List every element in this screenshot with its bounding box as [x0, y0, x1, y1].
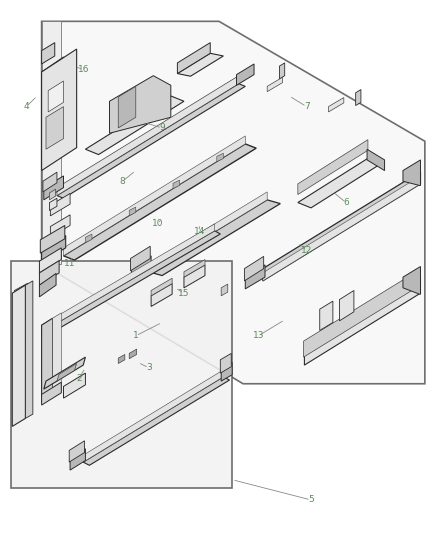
Text: 11: 11	[64, 260, 76, 268]
Polygon shape	[221, 362, 232, 381]
Polygon shape	[42, 21, 61, 264]
Polygon shape	[244, 256, 264, 281]
Polygon shape	[129, 349, 137, 359]
Polygon shape	[177, 43, 210, 74]
Polygon shape	[42, 231, 220, 335]
Polygon shape	[110, 76, 171, 133]
Polygon shape	[184, 260, 205, 277]
Text: 2: 2	[76, 374, 81, 383]
Polygon shape	[42, 318, 53, 402]
Polygon shape	[237, 64, 254, 85]
Polygon shape	[403, 160, 420, 185]
Polygon shape	[42, 382, 61, 405]
Polygon shape	[57, 76, 239, 196]
Text: 3: 3	[146, 364, 152, 372]
Polygon shape	[320, 301, 333, 330]
Polygon shape	[64, 136, 245, 256]
Polygon shape	[40, 225, 65, 253]
Polygon shape	[69, 441, 85, 462]
Polygon shape	[12, 285, 25, 426]
Polygon shape	[42, 43, 55, 64]
Polygon shape	[83, 377, 230, 465]
Polygon shape	[25, 281, 33, 418]
Polygon shape	[39, 273, 56, 297]
Polygon shape	[149, 192, 267, 272]
Polygon shape	[46, 107, 64, 149]
Polygon shape	[70, 449, 85, 470]
Text: 10: 10	[152, 220, 163, 228]
Text: 6: 6	[343, 198, 349, 207]
Polygon shape	[43, 172, 57, 192]
Polygon shape	[39, 248, 61, 273]
Polygon shape	[118, 86, 136, 128]
Polygon shape	[50, 215, 70, 237]
Polygon shape	[184, 265, 205, 288]
Polygon shape	[42, 57, 68, 77]
Polygon shape	[367, 149, 385, 171]
Polygon shape	[403, 266, 420, 294]
Text: 14: 14	[194, 228, 205, 236]
Polygon shape	[304, 277, 420, 365]
Polygon shape	[298, 158, 381, 208]
Polygon shape	[339, 290, 354, 321]
Polygon shape	[304, 269, 420, 357]
Text: 13: 13	[253, 332, 264, 340]
Text: 8: 8	[120, 177, 126, 185]
Polygon shape	[64, 144, 256, 260]
Polygon shape	[14, 284, 28, 304]
Polygon shape	[49, 198, 57, 211]
Polygon shape	[44, 176, 64, 200]
Polygon shape	[11, 261, 232, 488]
Polygon shape	[279, 63, 285, 79]
Polygon shape	[85, 234, 92, 243]
Polygon shape	[57, 84, 245, 198]
Polygon shape	[42, 49, 77, 171]
Polygon shape	[131, 246, 150, 271]
Polygon shape	[263, 172, 420, 281]
Text: 1: 1	[133, 332, 139, 340]
Text: 16: 16	[78, 65, 89, 74]
Polygon shape	[177, 53, 223, 76]
Polygon shape	[118, 354, 125, 364]
Text: 15: 15	[178, 289, 190, 297]
Polygon shape	[263, 176, 420, 281]
Polygon shape	[42, 236, 66, 262]
Polygon shape	[49, 189, 56, 200]
Polygon shape	[151, 278, 172, 296]
Text: 9: 9	[159, 124, 165, 132]
Text: 7: 7	[304, 102, 310, 111]
Polygon shape	[83, 370, 223, 462]
Polygon shape	[42, 224, 215, 332]
Polygon shape	[173, 180, 180, 189]
Polygon shape	[220, 353, 231, 373]
Polygon shape	[131, 256, 151, 280]
Polygon shape	[39, 261, 59, 285]
Polygon shape	[50, 193, 70, 216]
Polygon shape	[53, 313, 61, 395]
Polygon shape	[129, 207, 136, 216]
Polygon shape	[44, 357, 85, 389]
Polygon shape	[57, 364, 77, 381]
Polygon shape	[298, 140, 368, 195]
Polygon shape	[267, 77, 283, 92]
Polygon shape	[151, 284, 172, 306]
Text: 12: 12	[301, 246, 312, 255]
Polygon shape	[64, 373, 85, 398]
Polygon shape	[221, 284, 228, 296]
Polygon shape	[42, 21, 425, 384]
Polygon shape	[149, 200, 280, 276]
Polygon shape	[85, 96, 184, 155]
Polygon shape	[48, 81, 64, 112]
Polygon shape	[328, 98, 344, 112]
Polygon shape	[14, 336, 25, 352]
Text: 4: 4	[24, 102, 29, 111]
Polygon shape	[356, 90, 361, 106]
Text: 5: 5	[308, 496, 314, 504]
Polygon shape	[14, 305, 27, 322]
Polygon shape	[245, 265, 265, 289]
Polygon shape	[217, 153, 223, 161]
